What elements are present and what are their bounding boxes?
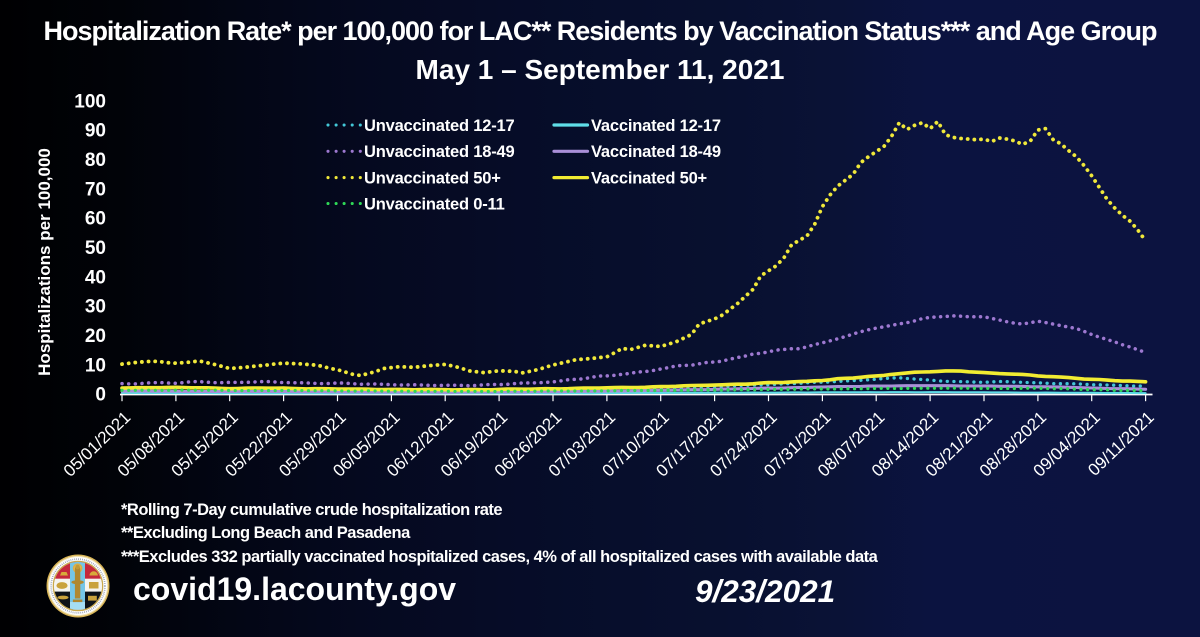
svg-text:60: 60 (85, 209, 106, 230)
svg-text:Unvaccinated 18-49: Unvaccinated 18-49 (364, 143, 514, 161)
svg-text:90: 90 (85, 121, 106, 142)
svg-text:Hospitalizations per 100,000: Hospitalizations per 100,000 (35, 148, 54, 376)
svg-text:50: 50 (85, 238, 106, 259)
svg-text:70: 70 (85, 179, 106, 200)
svg-text:40: 40 (85, 267, 106, 288)
svg-text:Unvaccinated 12-17: Unvaccinated 12-17 (364, 117, 514, 135)
svg-text:Vaccinated 12-17: Vaccinated 12-17 (591, 117, 721, 135)
svg-text:Unvaccinated 0-11: Unvaccinated 0-11 (364, 195, 505, 213)
svg-text:Vaccinated 50+: Vaccinated 50+ (591, 170, 707, 188)
svg-text:10: 10 (85, 355, 106, 376)
svg-text:Unvaccinated 50+: Unvaccinated 50+ (364, 170, 501, 188)
svg-text:100: 100 (74, 91, 106, 112)
svg-text:20: 20 (85, 326, 106, 347)
svg-text:30: 30 (85, 297, 106, 318)
svg-text:Vaccinated 18-49: Vaccinated 18-49 (591, 143, 721, 161)
svg-text:80: 80 (85, 150, 106, 171)
svg-text:0: 0 (95, 385, 106, 406)
